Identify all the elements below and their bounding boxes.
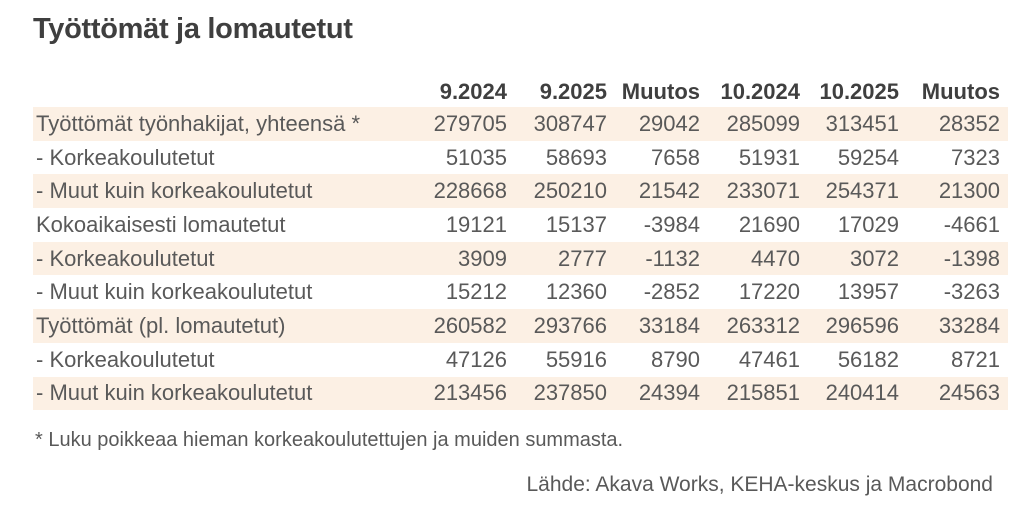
footnote: * Luku poikkeaa hieman korkeakoulutettuj… (35, 429, 624, 451)
table-row: Työttömät työnhakijat, yhteensä * 279705 3… (33, 107, 1008, 141)
column-header: 10.2024 (720, 78, 800, 104)
cell-value: 3072 (850, 245, 899, 271)
cell-value: -1132 (645, 245, 700, 271)
cell-value: 7658 (651, 144, 700, 170)
cell-value: 296596 (825, 312, 899, 338)
column-header: Muutos (621, 78, 700, 104)
table-row: - Korkeakoulutetut 51035 58693 7658 51931 592… (33, 141, 1008, 175)
cell-value: 56182 (837, 346, 899, 372)
cell-value: 51035 (445, 144, 507, 170)
cell-value: 59254 (837, 144, 899, 170)
cell-value: 51931 (738, 144, 800, 170)
cell-value: 15212 (445, 279, 507, 305)
table-row: Työttömät (pl. lomautetut) 260582 293766 33… (33, 309, 1008, 343)
cell-value: 21542 (638, 178, 700, 204)
row-label: - Muut kuin korkeakoulutetut (36, 178, 313, 204)
table-row: - Muut kuin korkeakoulutetut 228668 250210… (33, 174, 1008, 209)
cell-value: 47461 (738, 346, 800, 372)
cell-value: 8790 (651, 346, 700, 372)
cell-value: 19121 (445, 211, 507, 237)
cell-value: 263312 (726, 312, 800, 338)
cell-value: 237850 (533, 380, 607, 406)
source-attribution: Lähde: Akava Works, KEHA-keskus ja Macro… (526, 473, 993, 496)
cell-value: 28352 (938, 110, 1000, 136)
cell-value: -3984 (643, 211, 700, 237)
cell-value: 17220 (738, 279, 800, 305)
cell-value: 250210 (533, 178, 607, 204)
cell-value: 7323 (951, 144, 1000, 170)
cell-value: 285099 (726, 110, 800, 136)
table-row: - Korkeakoulutetut 47126 55916 8790 47461 561… (33, 343, 1008, 377)
cell-value: 17029 (837, 211, 899, 237)
table-row: - Muut kuin korkeakoulutetut 15212 12360 -2… (33, 275, 1008, 309)
cell-value: 254371 (825, 178, 899, 204)
cell-value: 240414 (825, 380, 899, 406)
cell-value: 58693 (545, 144, 607, 170)
cell-value: 47126 (445, 346, 507, 372)
cell-value: 293766 (533, 312, 607, 338)
cell-value: 29042 (638, 110, 700, 136)
column-header: 10.2025 (819, 78, 899, 104)
table-body: Työttömät työnhakijat, yhteensä * 279705 3… (33, 107, 1008, 411)
cell-value: 12360 (545, 279, 607, 305)
cell-value: 233071 (726, 178, 800, 204)
cell-value: -4661 (943, 211, 1000, 237)
table-header-row: 9.2024 9.2025 Muutos 10.2024 10.2025 Muutos (33, 76, 1008, 107)
cell-value: 21300 (938, 178, 1000, 204)
row-label: - Korkeakoulutetut (36, 346, 215, 372)
table-row: Kokoaikaisesti lomautetut 19121 15137 -3984… (33, 208, 1008, 242)
cell-value: -3263 (943, 279, 1000, 305)
table-row: - Korkeakoulutetut 3909 2777 -1132 4470 3072 -… (33, 241, 1008, 276)
cell-value: 21690 (738, 211, 800, 237)
column-header: 9.2025 (539, 78, 607, 104)
row-label: - Korkeakoulutetut (36, 245, 215, 271)
cell-value: 260582 (433, 312, 507, 338)
cell-value: 4470 (751, 245, 800, 271)
cell-value: 228668 (433, 178, 507, 204)
row-label: - Korkeakoulutetut (36, 144, 215, 170)
row-label: Työttömät työnhakijat, yhteensä * (36, 110, 361, 136)
cell-value: 8721 (951, 346, 1000, 372)
cell-value: -2852 (643, 279, 700, 305)
cell-value: 13957 (837, 279, 899, 305)
cell-value: 33184 (638, 312, 700, 338)
data-table: 9.2024 9.2025 Muutos 10.2024 10.2025 Muutos T… (33, 76, 1008, 411)
column-header: Muutos (921, 78, 1000, 104)
row-label: Kokoaikaisesti lomautetut (36, 211, 286, 237)
cell-value: 313451 (825, 110, 899, 136)
cell-value: 24563 (938, 380, 1000, 406)
row-label: Työttömät (pl. lomautetut) (36, 312, 286, 338)
cell-value: 215851 (726, 380, 800, 406)
page-title: Työttömät ja lomautetut (33, 13, 353, 45)
cell-value: 3909 (458, 245, 507, 271)
cell-value: 279705 (433, 110, 507, 136)
cell-value: 55916 (545, 346, 607, 372)
row-label-header (33, 76, 407, 107)
row-label: - Muut kuin korkeakoulutetut (36, 279, 313, 305)
cell-value: 308747 (533, 110, 607, 136)
cell-value: 24394 (638, 380, 700, 406)
cell-value: 15137 (545, 211, 607, 237)
column-header: 9.2024 (439, 78, 507, 104)
cell-value: 2777 (558, 245, 607, 271)
cell-value: 33284 (938, 312, 1000, 338)
row-label: - Muut kuin korkeakoulutetut (36, 380, 313, 406)
cell-value: 213456 (433, 380, 507, 406)
cell-value: -1398 (943, 245, 1000, 271)
table-row: - Muut kuin korkeakoulutetut 213456 237850… (33, 376, 1008, 411)
